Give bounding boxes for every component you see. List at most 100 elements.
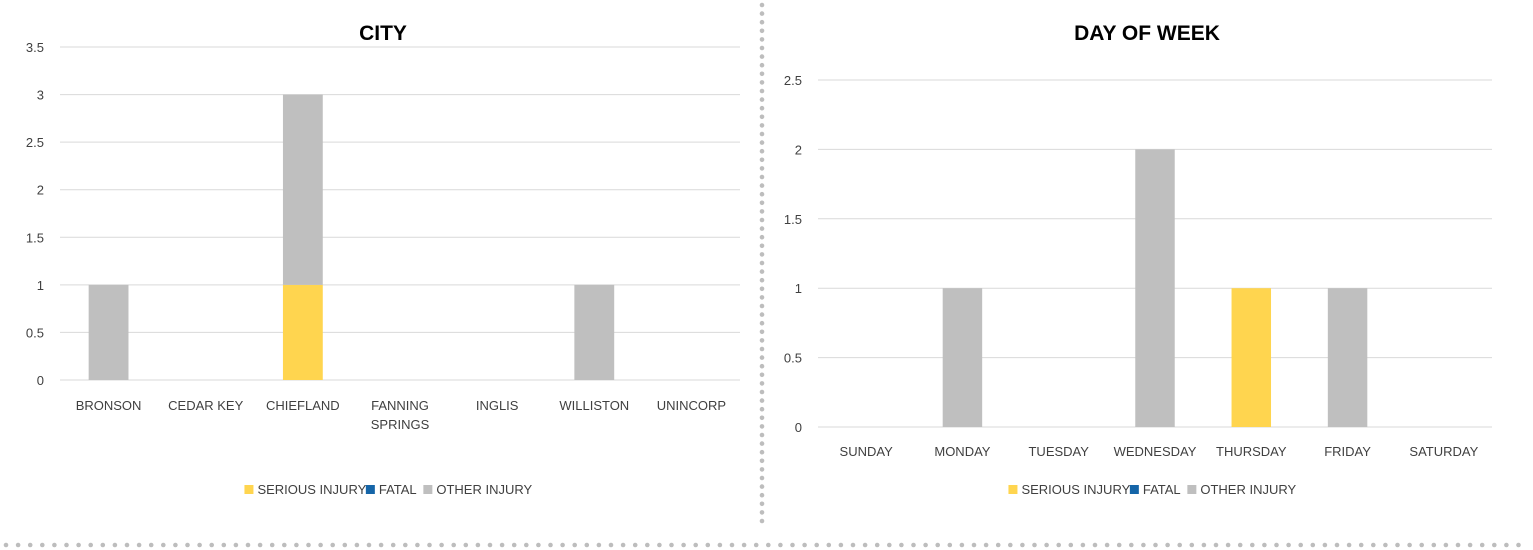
horizontal-divider-dot — [766, 542, 771, 548]
horizontal-divider-dot — [862, 542, 868, 548]
horizontal-divider-dot — [1116, 542, 1122, 548]
horizontal-divider-dot — [439, 542, 444, 548]
horizontal-divider-dot — [887, 542, 892, 548]
horizontal-divider-dot — [536, 542, 541, 548]
day-of-week-bar-wednesday-other-injury — [1135, 149, 1175, 427]
horizontal-divider-dot — [1467, 542, 1473, 548]
vertical-divider-dot — [759, 45, 765, 51]
horizontal-divider-dot — [753, 542, 759, 548]
horizontal-divider-dot — [415, 542, 420, 548]
vertical-divider-dot — [759, 277, 765, 283]
horizontal-divider-dot — [161, 542, 166, 548]
day-of-week-legend-swatch-other-injury — [1187, 485, 1197, 494]
horizontal-divider-dot — [1165, 542, 1170, 548]
day-of-week-legend-label-serious-injury: SERIOUS INJURY — [1021, 482, 1130, 497]
vertical-divider-dot — [759, 62, 765, 68]
vertical-divider-dot — [759, 260, 765, 266]
city-bar-chiefland-other-injury — [282, 94, 323, 285]
horizontal-divider-dot — [269, 542, 275, 548]
vertical-divider-dot — [759, 226, 765, 231]
horizontal-divider-dot — [572, 542, 577, 548]
horizontal-divider-dot — [330, 542, 336, 548]
city-legend-swatch-other-injury — [423, 485, 433, 494]
horizontal-divider-dot — [790, 542, 795, 548]
horizontal-divider-dot — [1008, 542, 1013, 548]
vertical-divider-dot — [759, 320, 765, 326]
horizontal-divider-dot — [233, 542, 239, 548]
horizontal-divider-dot — [1104, 542, 1110, 548]
vertical-divider-dot — [759, 269, 765, 274]
vertical-divider-dot — [759, 381, 765, 386]
horizontal-divider-dot — [112, 542, 118, 548]
horizontal-divider-dot — [499, 542, 505, 548]
city-chart-title: CITY — [359, 22, 407, 45]
city-y-tick-label: 1 — [37, 278, 44, 293]
horizontal-divider-dot — [245, 542, 251, 548]
horizontal-divider-dot — [1129, 542, 1134, 548]
horizontal-divider-dot — [632, 542, 638, 548]
horizontal-divider-dot — [911, 542, 916, 548]
day-of-week-bar-friday-other-injury — [1327, 288, 1368, 427]
day-of-week-bar-monday-other-injury — [942, 288, 983, 427]
horizontal-divider-dot — [487, 542, 493, 548]
city-legend-label-fatal: FATAL — [379, 482, 417, 497]
horizontal-divider-dot — [1346, 542, 1352, 548]
vertical-divider-dot — [759, 286, 765, 292]
horizontal-divider-dot — [88, 542, 93, 548]
vertical-divider-dot — [759, 234, 765, 240]
city-y-tick-label: 0 — [37, 373, 44, 388]
city-y-tick-label: 0.5 — [26, 325, 44, 340]
vertical-divider-dot — [759, 329, 765, 335]
horizontal-divider-dot — [221, 542, 227, 548]
vertical-divider-dot — [759, 346, 765, 352]
city-x-tick-label: WILLISTON — [559, 398, 629, 413]
day-of-week-y-tick-label: 2.5 — [784, 73, 802, 88]
vertical-divider-dot — [759, 191, 765, 197]
vertical-divider-dot — [759, 183, 765, 188]
vertical-divider-dot — [759, 424, 765, 429]
horizontal-divider-dot — [390, 542, 396, 548]
horizontal-divider-dot — [705, 542, 711, 548]
horizontal-divider-dot — [76, 542, 81, 548]
vertical-divider-dot — [759, 389, 765, 395]
day-of-week-x-tick-label: FRIDAY — [1324, 444, 1371, 459]
vertical-divider-dot — [759, 467, 765, 472]
vertical-divider-dot — [759, 252, 765, 257]
horizontal-divider-dot — [548, 542, 553, 548]
horizontal-divider-dot — [971, 542, 977, 548]
vertical-divider-dot — [759, 37, 765, 42]
horizontal-divider-dot — [959, 542, 965, 548]
vertical-divider-dot — [759, 510, 765, 515]
horizontal-divider-dot — [802, 542, 807, 548]
vertical-divider-dot — [759, 11, 765, 16]
day-of-week-y-tick-label: 0.5 — [784, 351, 802, 366]
horizontal-divider-dot — [1334, 542, 1340, 548]
vertical-divider-dot — [759, 441, 765, 446]
horizontal-divider-dot — [657, 542, 662, 548]
city-legend-label-other-injury: OTHER INJURY — [436, 482, 532, 497]
city-y-tick-label: 3 — [37, 88, 44, 103]
vertical-divider-dot — [759, 432, 765, 438]
vertical-divider-dot — [759, 243, 765, 249]
day-of-week-chart-title: DAY OF WEEK — [1074, 22, 1220, 45]
city-chart: CITY 0 0.5 1 1.5 2 2.5 3 3.5 BRONSON CEDAR KEY CH… — [26, 22, 740, 497]
horizontal-divider-dot — [1201, 542, 1207, 548]
horizontal-divider-dot — [451, 542, 457, 548]
horizontal-divider-dot — [306, 542, 311, 548]
day-of-week-legend: SERIOUS INJURY FATAL OTHER INJURY — [1008, 482, 1297, 497]
city-y-tick-label: 3.5 — [26, 40, 44, 55]
city-legend-swatch-serious-injury — [244, 485, 254, 494]
vertical-divider-dot — [759, 372, 765, 378]
city-legend: SERIOUS INJURY FATAL OTHER INJURY — [244, 482, 533, 497]
city-bar-chiefland-serious-injury — [282, 284, 323, 380]
horizontal-divider-dot — [741, 542, 747, 548]
horizontal-divider-dot — [15, 542, 21, 548]
day-of-week-x-tick-label: MONDAY — [934, 444, 990, 459]
vertical-divider-dot — [759, 54, 765, 59]
horizontal-divider-dot — [1250, 542, 1255, 548]
vertical-divider-dot — [759, 458, 765, 464]
horizontal-divider-dot — [1371, 542, 1376, 548]
horizontal-divider-dot — [100, 542, 106, 548]
horizontal-divider-dot — [838, 542, 844, 548]
